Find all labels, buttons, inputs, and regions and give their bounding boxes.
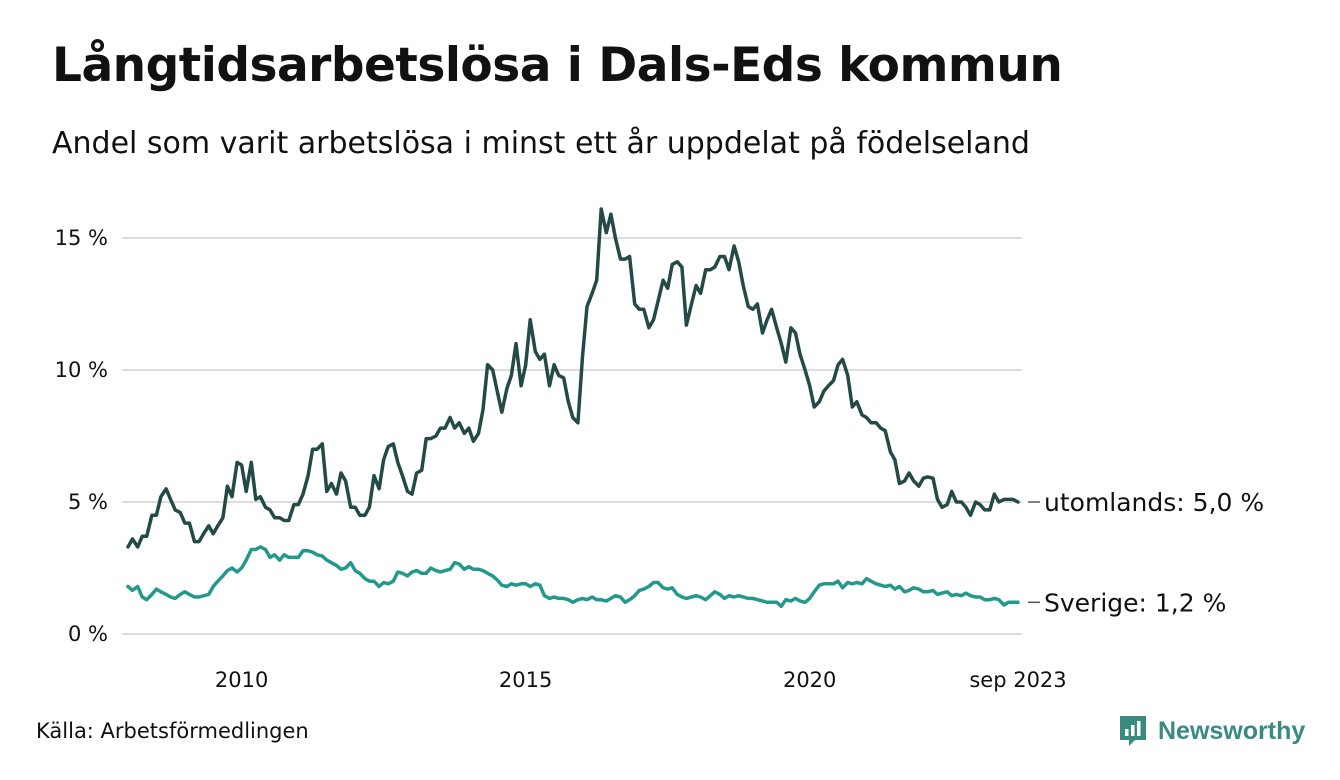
series-line-utomlands: [126, 207, 1020, 549]
chart-subtitle: Andel som varit arbetslösa i minst ett å…: [52, 126, 1030, 161]
grid-layer: [122, 237, 1022, 635]
brand-name: Newsworthy: [1158, 716, 1306, 745]
chart-title: Långtidsarbetslösa i Dals-Eds kommun: [52, 38, 1063, 93]
series-line-sverige: [126, 545, 1020, 609]
series-end-labels: utomlands: 5,0 % Sverige: 1,2 %: [1028, 488, 1264, 617]
x-axis: 2010 2015 2020 sep 2023: [215, 668, 1067, 692]
y-tick-label: 10 %: [55, 358, 108, 382]
newsworthy-logo-icon: [1120, 716, 1146, 746]
series-end-label-sverige: Sverige: 1,2 %: [1044, 588, 1226, 617]
series-end-label-utomlands: utomlands: 5,0 %: [1044, 488, 1264, 517]
y-axis: 0 % 5 % 10 % 15 %: [55, 226, 108, 646]
x-tick-label: 2010: [215, 668, 268, 692]
source-note: Källa: Arbetsförmedlingen: [36, 719, 309, 743]
y-tick-label: 0 %: [68, 622, 108, 646]
y-tick-label: 5 %: [68, 490, 108, 514]
x-tick-label: sep 2023: [969, 668, 1066, 692]
line-chart: 0 % 5 % 10 % 15 % 2010 2015 2020 sep 2023 utom…: [55, 207, 1264, 692]
y-tick-label: 15 %: [55, 226, 108, 250]
series-layer: [126, 207, 1020, 609]
brand-logo: Newsworthy: [1118, 714, 1305, 748]
x-tick-label: 2015: [499, 668, 552, 692]
x-tick-label: 2020: [783, 668, 836, 692]
